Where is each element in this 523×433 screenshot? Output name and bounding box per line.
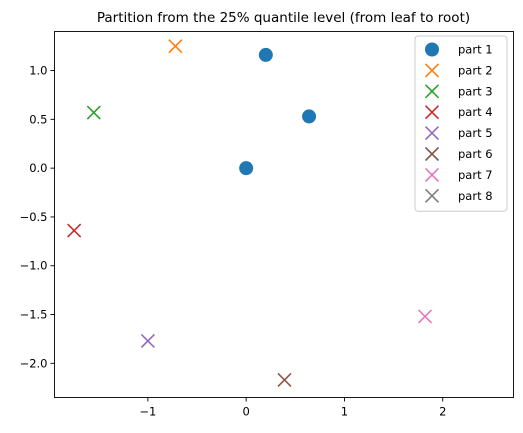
legend-marker-part-8 [424,188,440,203]
legend-marker-part-1 [425,42,439,57]
legend-label-part-7: part 7 [458,168,493,182]
legend-marker-part-5 [424,126,440,141]
legend-marker-part-2 [424,63,440,78]
data-point-part-2-1 [168,39,183,54]
data-point-part-6-1 [277,372,292,387]
legend-marker-part-4 [424,105,440,120]
x-tick-label: 0 [242,405,249,419]
legend-label-part-8: part 8 [458,189,493,203]
y-tick-label: −2.0 [20,356,48,370]
legend-label-part-2: part 2 [458,63,493,77]
legend-marker-part-7 [424,167,440,182]
x-tick-label: 2 [439,405,446,419]
data-point-part-4-1 [67,223,82,238]
legend-label-part-4: part 4 [458,105,493,119]
chart-title: Partition from the 25% quantile level (f… [97,10,470,26]
y-tick-label: 0.5 [29,112,47,126]
legend-label-part-3: part 3 [458,84,493,98]
y-tick-label: −1.0 [20,259,48,273]
data-point-part-1-1 [239,161,254,176]
legend-marker-part-3 [424,84,440,99]
legend: part 1 part 2 part 3 part 4 part 5 part 6 part… [414,35,508,212]
y-tick-label: 1.0 [29,64,47,78]
y-tick-label: −1.5 [20,308,48,322]
x-tick-label: 1 [341,405,348,419]
y-tick-label: 0.0 [29,161,47,175]
data-point-part-5-1 [140,333,155,348]
legend-label-part-5: part 5 [458,126,493,140]
legend-label-part-1: part 1 [458,43,493,57]
plot-frame [54,31,514,398]
legend-label-part-6: part 6 [458,147,493,161]
data-point-part-1-3 [302,109,317,124]
legend-marker-part-6 [424,146,440,162]
y-tick-label: −0.5 [20,210,48,224]
x-tick-label: −1 [139,405,156,419]
legend-box [414,35,508,212]
data-point-part-1-2 [258,47,273,62]
data-point-part-3-1 [86,105,101,120]
data-point-part-7-1 [417,309,433,324]
